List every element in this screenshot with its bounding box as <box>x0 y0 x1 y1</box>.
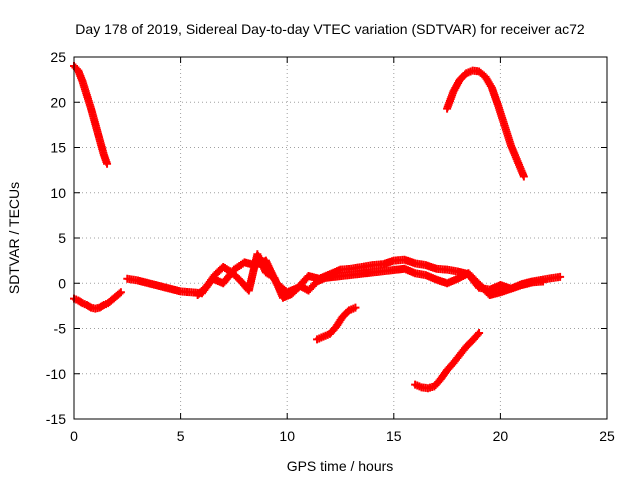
y-tick-label: 0 <box>58 275 66 291</box>
x-tick-label: 20 <box>493 428 509 444</box>
y-tick-label: -15 <box>46 411 66 427</box>
data-point <box>116 288 125 297</box>
series-arc-early-high <box>70 62 112 168</box>
y-tick-label: 25 <box>50 49 66 65</box>
series-band-secondary <box>193 250 548 302</box>
y-tick-label: 20 <box>50 94 66 110</box>
data-point <box>519 172 528 181</box>
data-point <box>539 277 548 286</box>
x-tick-label: 10 <box>279 428 295 444</box>
data-point <box>556 272 565 281</box>
axis-ticks: 0 5 10 15 20 25 -15 -10 -5 0 5 10 15 20 25 <box>46 49 615 444</box>
y-axis-label: SDTVAR / TECUs <box>6 182 22 294</box>
y-tick-label: 15 <box>50 140 66 156</box>
data-point <box>115 289 124 298</box>
plot-frame <box>73 56 608 420</box>
series-arc-early-low <box>70 288 125 313</box>
data-point <box>351 303 360 312</box>
x-tick-label: 0 <box>70 428 78 444</box>
data-points <box>70 62 565 393</box>
data-point <box>473 330 482 339</box>
y-tick-label: -10 <box>46 366 66 382</box>
grid-lines <box>74 57 607 419</box>
data-point <box>475 329 484 338</box>
y-tick-label: -5 <box>54 321 67 337</box>
x-axis-label: GPS time / hours <box>287 458 394 474</box>
chart-title: Day 178 of 2019, Sidereal Day-to-day VTE… <box>75 21 585 37</box>
data-point <box>103 159 112 168</box>
x-tick-label: 15 <box>386 428 402 444</box>
x-tick-label: 25 <box>599 428 615 444</box>
x-tick-label: 5 <box>177 428 185 444</box>
y-tick-label: 10 <box>50 185 66 201</box>
series-arc-midday-low <box>313 303 360 344</box>
y-tick-label: 5 <box>58 230 66 246</box>
series-arc-evening-high <box>443 66 528 181</box>
series-arc-afternoon-low <box>411 329 484 393</box>
